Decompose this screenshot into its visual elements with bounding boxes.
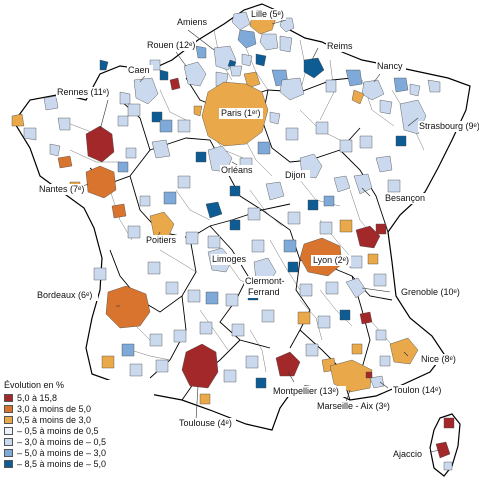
urban-area-caen — [133, 77, 159, 105]
urban-area-bordeaux — [105, 285, 151, 329]
label-paris: Paris (1ᵉʳ) — [221, 108, 261, 118]
legend-title: Évolution en % — [4, 380, 65, 390]
city-labels: Lille (5ᵉ) Amiens Rouen (12ᵉ) Reims Caen… — [36, 9, 479, 460]
label-grenoble: Grenoble (10ᵉ) — [401, 287, 460, 297]
label-rennes: Rennes (11ᵉ) — [57, 87, 109, 97]
legend-item: – 0,5 à moins de 0,5 — [4, 426, 154, 436]
label-orleans: Orléans — [221, 165, 253, 175]
label-poitiers: Poitiers — [146, 235, 177, 245]
legend-label: – 5,0 à moins de – 3,0 — [17, 448, 107, 458]
urban-area-marseille — [329, 359, 373, 393]
label-reims: Reims — [327, 41, 353, 51]
label-dijon: Dijon — [285, 170, 306, 180]
legend-item: 5,0 à 15,8 — [4, 393, 154, 403]
legend-swatch — [4, 394, 13, 402]
urban-area-toulouse — [181, 343, 219, 389]
label-marseille-aix: Marseille - Aix (3ᵉ) — [317, 401, 390, 411]
label-montpellier: Montpellier (13ᵉ) — [273, 386, 339, 396]
label-ajaccio: Ajaccio — [393, 449, 422, 459]
urban-area-montpellier — [275, 351, 301, 377]
label-nantes: Nantes (7ᵉ) — [39, 184, 84, 194]
label-limoges: Limoges — [212, 254, 247, 264]
label-clermont: Clermont- — [245, 276, 285, 286]
legend-item: – 3,0 à moins de – 0,5 — [4, 437, 154, 447]
legend-label: 0,5 à moins de 3,0 — [17, 415, 92, 425]
label-besancon: Besançon — [385, 193, 425, 203]
legend-item: 0,5 à moins de 3,0 — [4, 415, 154, 425]
legend-label: – 0,5 à moins de 0,5 — [17, 426, 99, 436]
urban-area-nice — [389, 337, 419, 365]
label-lyon: Lyon (2ᵉ) — [313, 255, 349, 265]
legend-swatch — [4, 416, 13, 424]
legend-item: 3,0 à moins de 5,0 — [4, 404, 154, 414]
label-caen: Caen — [128, 65, 150, 75]
label-toulouse: Toulouse (4ᵉ) — [179, 418, 232, 428]
legend-label: – 3,0 à moins de – 0,5 — [17, 437, 107, 447]
legend-items: 5,0 à 15,8 3,0 à moins de 5,0 0,5 à moins … — [4, 393, 154, 469]
urban-area-poitiers — [149, 211, 175, 239]
label-strasbourg: Strasbourg (9ᵉ) — [419, 121, 479, 131]
urban-area-rennes — [85, 125, 115, 163]
legend-swatch — [4, 405, 13, 413]
label-bordeaux: Bordeaux (6ᵉ) — [37, 290, 92, 300]
label-toulon: Toulon (14ᵉ) — [393, 385, 441, 395]
urban-area-besancon — [353, 173, 373, 195]
label-ferrand: Ferrand — [248, 287, 280, 297]
legend-label: – 8,5 à moins de – 5,0 — [17, 459, 107, 469]
label-nice: Nice (8ᵉ) — [421, 354, 456, 364]
legend-label: 3,0 à moins de 5,0 — [17, 404, 92, 414]
legend-item: – 8,5 à moins de – 5,0 — [4, 459, 154, 469]
label-lille: Lille (5ᵉ) — [251, 9, 284, 19]
legend-swatch — [4, 427, 13, 435]
urban-area-reims — [303, 57, 325, 79]
legend-item: – 5,0 à moins de – 3,0 — [4, 448, 154, 458]
urban-area-ajaccio — [435, 441, 451, 459]
legend-label: 5,0 à 15,8 — [17, 393, 58, 403]
legend-swatch — [4, 449, 13, 457]
legend-swatch — [4, 438, 13, 446]
label-amiens: Amiens — [177, 17, 208, 27]
urban-area-rouen — [183, 61, 207, 87]
legend-swatch — [4, 460, 13, 468]
urban-area-nancy — [361, 79, 385, 101]
map-legend: Évolution en % 5,0 à 15,8 3,0 à moins de … — [4, 380, 154, 470]
urban-area-nantes — [85, 165, 117, 199]
label-nancy: Nancy — [377, 61, 403, 71]
urban-area-grenoble — [345, 277, 367, 299]
urban-area-toulon — [369, 375, 385, 389]
label-rouen: Rouen (12ᵉ) — [147, 40, 195, 50]
